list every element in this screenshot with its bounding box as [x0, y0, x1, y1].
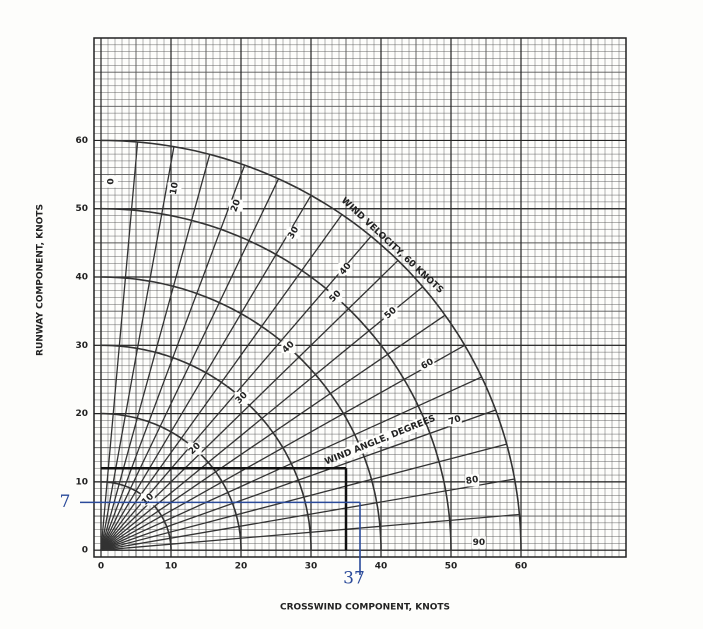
label-bg: [471, 536, 486, 549]
angle-label: 80: [465, 475, 479, 487]
label-bg: [333, 416, 427, 464]
label-bg: [234, 391, 249, 404]
angle-label: 0: [106, 178, 116, 184]
y-tick-label: 50: [75, 204, 88, 214]
angle-label: 70: [447, 414, 462, 428]
y-tick-label: 30: [75, 341, 88, 351]
label-bg: [187, 442, 202, 455]
x-tick-label: 40: [375, 562, 388, 572]
label-bg: [465, 474, 480, 487]
wind-velocity-arc: [100, 139, 522, 551]
label-bg: [167, 182, 182, 195]
x-tick-label: 30: [305, 562, 318, 572]
label-bg: [328, 290, 343, 303]
y-tick-label: 20: [75, 409, 88, 419]
marked-x-label: 37: [343, 569, 365, 589]
x-axis-label: CROSSWIND COMPONENT, KNOTS: [280, 603, 450, 613]
angle-label: 20: [229, 198, 243, 213]
x-tick-label: 10: [165, 562, 178, 572]
x-tick-label: 0: [98, 562, 104, 572]
angle-label: 90: [473, 538, 486, 548]
y-tick-label: 10: [75, 477, 88, 487]
angle-label: 10: [169, 181, 181, 195]
label-bg: [228, 199, 243, 212]
y-axis-label: RUNWAY COMPONENT, KNOTS: [36, 204, 46, 356]
label-bg: [286, 226, 301, 239]
y-tick-label: 0: [82, 546, 88, 556]
label-bg: [338, 262, 353, 275]
x-tick-label: 50: [445, 562, 458, 572]
y-tick-label: 60: [75, 136, 88, 146]
label-bg: [420, 358, 435, 371]
label-bg: [447, 414, 462, 427]
wind-velocity-arc: [100, 207, 452, 551]
wind-velocity-arc: [100, 276, 382, 551]
y-tick-label: 40: [75, 273, 88, 283]
x-tick-label: 60: [515, 562, 528, 572]
marked-y-label: 7: [60, 492, 71, 512]
wind-velocity-arc: [101, 344, 312, 551]
label-bg: [281, 341, 296, 354]
x-tick-label: 20: [235, 562, 248, 572]
label-bg: [383, 307, 398, 320]
label-bg: [103, 175, 118, 188]
